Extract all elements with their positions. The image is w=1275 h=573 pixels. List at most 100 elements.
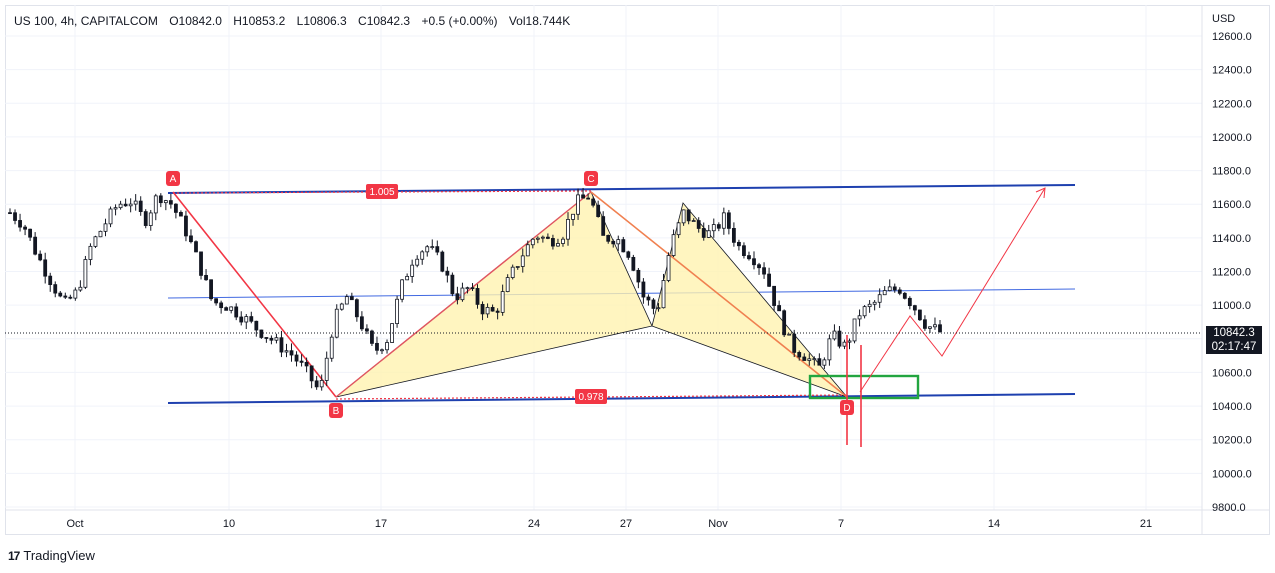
candle-body: [540, 236, 545, 239]
candle-body: [762, 267, 766, 275]
candle-body: [636, 269, 641, 283]
candle-body: [63, 295, 68, 298]
candle-body: [229, 306, 234, 311]
candle-body: [128, 203, 133, 207]
candle-body: [907, 297, 912, 307]
tradingview-logo-icon: 17: [8, 548, 20, 563]
candle-body: [244, 316, 249, 323]
candle-body: [380, 349, 384, 352]
candle-body: [58, 292, 63, 297]
candle-body: [395, 298, 399, 325]
candle-body: [500, 291, 505, 313]
candle-body: [359, 316, 364, 330]
brand-text: TradingView: [23, 548, 95, 563]
candle-body: [249, 316, 254, 322]
candle-body: [792, 333, 797, 353]
point-c-text: C: [587, 174, 594, 185]
candle-body: [752, 258, 756, 266]
candle-body: [691, 220, 696, 222]
last-price-tag: 10842.3: [1206, 326, 1262, 340]
time-tick-label: 7: [838, 518, 844, 530]
candle-body: [505, 277, 510, 292]
candle-body: [400, 279, 405, 300]
candle-body: [626, 251, 631, 258]
candle-body: [179, 212, 183, 217]
channel-lower-line[interactable]: [167, 393, 1076, 404]
candle-body: [194, 241, 198, 253]
grid: [5, 5, 1202, 510]
point-label-d[interactable]: D: [840, 400, 854, 415]
candle-body: [721, 212, 726, 229]
point-label-b[interactable]: B: [329, 403, 343, 418]
channel-upper-line[interactable]: [167, 184, 1076, 194]
candle-body: [726, 212, 731, 229]
ratio-label-ac[interactable]: 1.005: [366, 184, 398, 199]
projection-path-1[interactable]: [859, 187, 1046, 393]
candle-body: [450, 274, 455, 295]
candle-body: [83, 259, 88, 288]
legend-symbol[interactable]: US 100, 4h, CAPITALCOM: [14, 14, 158, 28]
candle-body: [515, 266, 520, 268]
time-tick-label: 14: [988, 518, 1000, 530]
chart-frame[interactable]: [5, 5, 1270, 535]
candle-body: [148, 212, 153, 226]
price-tick-label: 11800.0: [1212, 166, 1251, 178]
point-label-c[interactable]: C: [584, 171, 598, 186]
symbol-legend[interactable]: US 100, 4h, CAPITALCOM O10842.0 H10853.2…: [14, 14, 578, 28]
candle-body: [852, 318, 857, 342]
candle-body: [465, 287, 470, 290]
candle-body: [349, 296, 354, 301]
candle-body: [938, 324, 942, 333]
candle-body: [53, 284, 58, 294]
candle-body: [933, 324, 937, 328]
candle-body: [545, 236, 550, 239]
time-tick-label: Oct: [66, 518, 83, 530]
candle-body: [480, 303, 485, 315]
candle-body: [405, 276, 410, 281]
candle-body: [284, 350, 289, 353]
candle-body: [777, 305, 782, 312]
time-tick-label: Nov: [708, 518, 728, 530]
ratio-label-bd[interactable]: 0.978: [575, 389, 607, 404]
pattern-leg-ab[interactable]: [172, 191, 337, 398]
candle-body: [324, 357, 329, 381]
price-tick-label: 11200.0: [1212, 267, 1251, 279]
candle-body: [299, 360, 304, 363]
pattern-leg-cd[interactable]: [590, 191, 848, 398]
candle-body: [827, 338, 832, 361]
candle-body: [365, 328, 369, 332]
candle-body: [757, 264, 761, 269]
candles: [8, 187, 942, 391]
candle-body: [701, 228, 706, 238]
candle-body: [596, 204, 601, 217]
candle-body: [370, 330, 374, 344]
candle-body: [214, 298, 219, 304]
currency-label: USD: [1212, 13, 1235, 25]
candle-body: [510, 266, 515, 278]
candle-body: [651, 299, 656, 309]
candle-body: [616, 239, 621, 245]
candle-body: [731, 228, 736, 243]
legend-high: H10853.2: [233, 14, 286, 28]
candle-body: [897, 289, 902, 294]
chart-canvas[interactable]: 1.005 0.978 A B C D 9800.0 10000.0 10200.0…: [0, 0, 1275, 540]
point-label-a[interactable]: A: [166, 171, 180, 186]
candle-body: [867, 303, 872, 308]
target-zone-box[interactable]: [808, 374, 920, 400]
candle-body: [470, 287, 475, 290]
tradingview-brand[interactable]: 17 TradingView: [8, 548, 95, 563]
candle-body: [887, 286, 892, 291]
candle-body: [189, 235, 193, 243]
candle-body: [339, 303, 344, 310]
candle-body: [495, 310, 500, 313]
candle-body: [18, 220, 22, 228]
candle-body: [113, 207, 118, 210]
candle-body: [254, 320, 259, 331]
candle-body: [862, 306, 867, 317]
time-tick-label: 21: [1140, 518, 1152, 530]
candle-body: [767, 273, 771, 287]
price-tick-label: 10400.0: [1212, 401, 1252, 413]
candle-body: [68, 296, 73, 299]
candle-body: [204, 275, 208, 281]
candle-body: [123, 203, 128, 207]
